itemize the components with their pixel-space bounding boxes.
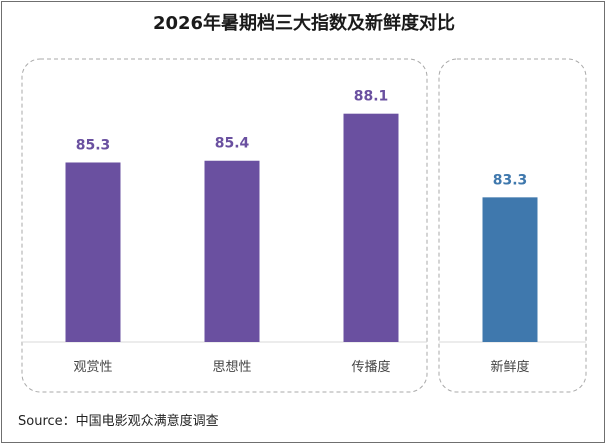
category-label-4: 新鲜度 [490,359,529,375]
value-label-1: 85.3 [76,137,111,153]
bar-4 [482,197,538,342]
group-box-indices [21,58,428,393]
group-box-freshness [438,58,587,393]
bar-1 [65,162,121,342]
chart-title: 2026年暑期档三大指数及新鲜度对比 [152,13,456,34]
category-label-2: 思想性 [212,359,251,375]
bar-2 [204,160,260,342]
value-label-2: 85.4 [215,136,250,152]
category-label-1: 观赏性 [73,360,112,375]
bar-3 [343,113,399,342]
source-note: Source：中国电影观众满意度调查 [18,414,219,429]
bars-group: 85.3 观赏性 85.4 思想性 88.1 传播度 83.3 新鲜度 [65,89,538,375]
value-label-4: 83.3 [493,172,528,188]
category-label-3: 传播度 [351,359,390,375]
value-label-3: 88.1 [354,89,389,105]
